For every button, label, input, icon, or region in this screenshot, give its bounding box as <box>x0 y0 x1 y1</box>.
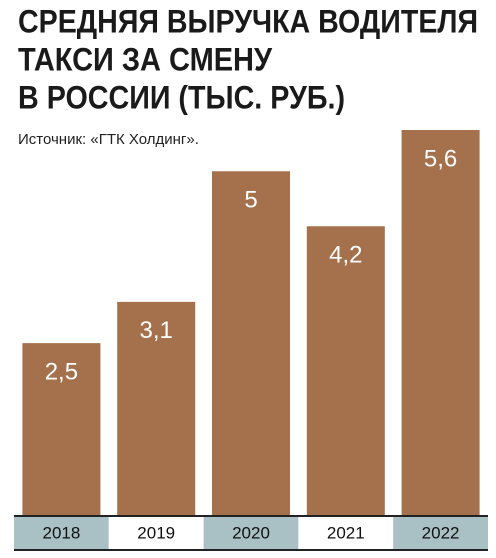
category-cell <box>203 516 299 550</box>
value-label: 5,6 <box>424 145 457 172</box>
bar <box>212 171 290 515</box>
value-label: 3,1 <box>140 317 173 344</box>
category-cell <box>298 516 394 550</box>
chart-title: ТАКСИ ЗА СМЕНУ <box>18 41 273 77</box>
value-label: 4,2 <box>329 242 362 269</box>
category-cell <box>14 516 109 550</box>
category-cell <box>108 516 204 550</box>
chart-title: СРЕДНЯЯ ВЫРУЧКА ВОДИТЕЛЯ <box>18 3 478 39</box>
bar <box>401 130 480 515</box>
x-tick-label: 2019 <box>137 523 175 542</box>
x-tick-label: 2021 <box>327 523 365 542</box>
category-cell <box>393 516 488 550</box>
value-label: 5 <box>244 187 257 214</box>
value-label: 2,5 <box>45 358 78 385</box>
x-tick-label: 2022 <box>422 523 460 542</box>
bar <box>117 301 196 515</box>
x-tick-label: 2020 <box>232 523 270 542</box>
chart-title: В РОССИИ (ТЫС. РУБ.) <box>18 79 345 115</box>
source: Источник: «ГТК Холдинг». <box>18 131 199 148</box>
bar <box>306 226 385 515</box>
bar <box>22 343 101 515</box>
x-tick-label: 2018 <box>42 523 80 542</box>
